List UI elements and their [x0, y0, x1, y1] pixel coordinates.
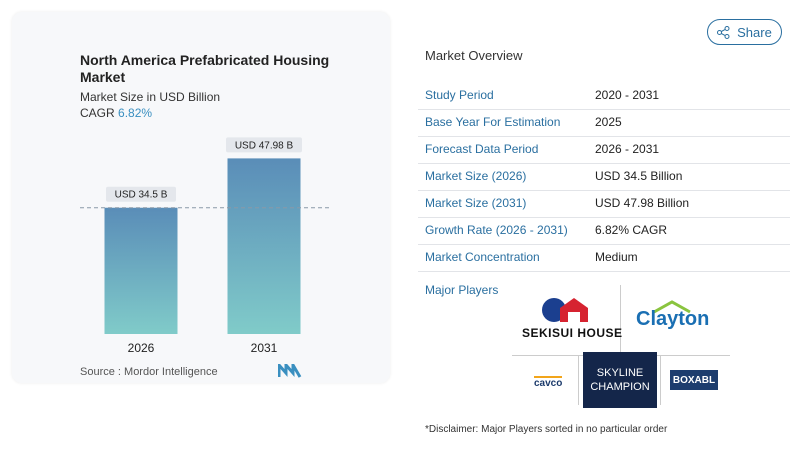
chart-subtitle: Market Size in USD Billion	[80, 90, 221, 104]
value-label-bg	[106, 186, 176, 202]
cagr: CAGR 6.82%	[80, 106, 152, 120]
cagr-value: 6.82%	[118, 106, 153, 120]
divider	[660, 355, 661, 405]
row-value: USD 34.5 Billion	[595, 169, 683, 183]
disclaimer: *Disclaimer: Major Players sorted in no …	[425, 424, 668, 435]
divider	[620, 285, 621, 355]
chart-card	[12, 12, 390, 383]
chart: USD 34.5 B 2026 USD 47.98 B 2031	[80, 137, 330, 355]
value-label-bg	[226, 137, 302, 153]
row-label: Market Concentration	[425, 250, 540, 264]
divider	[578, 355, 579, 405]
cagr-label: CAGR	[80, 106, 115, 120]
row-label: Base Year For Estimation	[425, 115, 561, 129]
bar	[227, 158, 301, 334]
sekisui-icon	[542, 298, 588, 322]
row-divider	[418, 190, 790, 191]
player-logo: BOXABL	[670, 370, 718, 390]
row-value: 2026 - 2031	[595, 142, 660, 156]
player-logo: cavco	[534, 376, 563, 389]
x-tick-label: 2026	[128, 341, 155, 355]
x-tick-label: 2031	[251, 341, 278, 355]
bar	[104, 207, 178, 334]
row-divider	[418, 271, 790, 272]
clayton-roof	[653, 300, 691, 314]
value-label: USD 47.98 B	[235, 140, 294, 151]
row-label: Market Size (2026)	[425, 169, 527, 183]
overview-title: Market Overview	[425, 48, 523, 63]
player-logo: Clayton	[636, 308, 710, 330]
value-label: USD 34.5 B	[115, 190, 168, 201]
player-logo: SKYLINE CHAMPION	[583, 352, 657, 408]
row-label: Growth Rate (2026 - 2031)	[425, 223, 568, 237]
player-logo: SEKISUI HOUSE	[522, 326, 623, 340]
row-value: 6.82% CAGR	[595, 223, 668, 237]
source-name: Mordor Intelligence	[124, 366, 218, 378]
row-label: Study Period	[425, 88, 494, 102]
row-divider	[418, 109, 790, 110]
share-icon	[717, 25, 730, 39]
player-name: SKYLINE CHAMPION	[590, 367, 650, 393]
row-value: USD 47.98 Billion	[595, 196, 690, 210]
row-label: Market Size (2031)	[425, 196, 527, 210]
row-value: 2025	[595, 115, 622, 129]
row-divider	[418, 136, 790, 137]
row-divider	[418, 217, 790, 218]
row-divider	[418, 244, 790, 245]
source: Source : Mordor Intelligence	[80, 366, 218, 378]
row-divider	[418, 163, 790, 164]
chart-title: North America Prefabricated Housing Mark…	[80, 52, 330, 85]
source-logo	[278, 364, 302, 378]
source-label: Source :	[80, 366, 121, 378]
row-value: 2020 - 2031	[595, 88, 660, 102]
players-title: Major Players	[425, 283, 499, 297]
share-button[interactable]: Share	[707, 19, 782, 45]
row-value: Medium	[595, 250, 638, 264]
share-label: Share	[737, 24, 772, 40]
row-label: Forecast Data Period	[425, 142, 539, 156]
